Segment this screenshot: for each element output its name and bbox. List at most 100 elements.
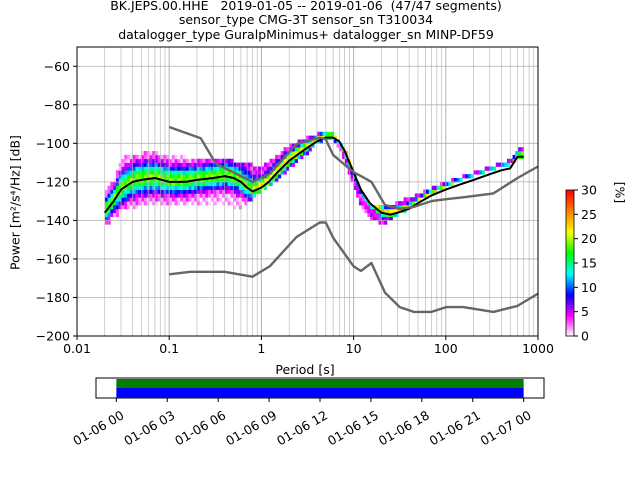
heatmap-cell bbox=[375, 208, 379, 214]
colorbar-segment bbox=[566, 282, 574, 286]
heatmap-cell bbox=[244, 193, 248, 198]
heatmap-cell bbox=[110, 181, 114, 187]
heatmap-cell bbox=[370, 208, 374, 214]
heatmap-cell bbox=[356, 189, 360, 194]
heatmap-cell bbox=[227, 158, 231, 163]
heatmap-cell bbox=[305, 135, 310, 140]
heatmap-cell bbox=[129, 154, 134, 160]
heatmap-cell bbox=[258, 166, 262, 171]
heatmap-cell bbox=[358, 201, 363, 206]
heatmap-cell bbox=[216, 197, 220, 202]
heatmap-cell bbox=[171, 201, 175, 206]
heatmap-cell bbox=[168, 185, 173, 190]
heatmap-cell bbox=[146, 185, 150, 190]
heatmap-cell bbox=[258, 174, 262, 179]
heatmap-cell bbox=[138, 174, 142, 179]
heatmap-cell bbox=[367, 204, 371, 210]
heatmap-cell bbox=[129, 189, 134, 194]
heatmap-cell bbox=[400, 201, 405, 206]
heatmap-cell bbox=[135, 158, 139, 163]
y-axis-label: Power [m²/s⁴/Hz] [dB] bbox=[7, 135, 23, 270]
heatmap-cell bbox=[277, 174, 282, 179]
heatmap-cell bbox=[222, 185, 226, 190]
heatmap-cell bbox=[168, 189, 173, 194]
heatmap-cell bbox=[180, 197, 184, 202]
heatmap-cell bbox=[249, 185, 254, 190]
heatmap-cell bbox=[202, 189, 206, 194]
y-tick-label: −120 bbox=[36, 174, 70, 189]
heatmap-cell bbox=[233, 197, 237, 202]
heatmap-cell bbox=[141, 151, 145, 156]
heatmap-cell bbox=[224, 170, 229, 175]
heatmap-cell bbox=[180, 189, 184, 194]
heatmap-cell bbox=[291, 143, 296, 148]
heatmap-cell bbox=[291, 162, 296, 167]
heatmap-cell bbox=[196, 162, 201, 167]
colorbar-segment bbox=[566, 301, 574, 305]
heatmap-cell bbox=[132, 174, 136, 179]
heatmap-cell bbox=[124, 174, 128, 179]
heatmap-cell bbox=[138, 162, 142, 167]
heatmap-cell bbox=[263, 162, 268, 167]
heatmap-cell bbox=[157, 185, 162, 190]
heatmap-cell bbox=[230, 185, 234, 190]
heatmap-cell bbox=[208, 170, 212, 175]
heatmap-cell bbox=[241, 193, 245, 198]
heatmap-cell bbox=[224, 185, 229, 190]
heatmap-cell bbox=[210, 158, 215, 163]
heatmap-cell bbox=[115, 189, 120, 194]
heatmap-cell bbox=[138, 185, 142, 190]
heatmap-cell bbox=[224, 189, 229, 194]
heatmap-cell bbox=[196, 158, 201, 163]
heatmap-cell bbox=[308, 147, 312, 152]
heatmap-cell bbox=[129, 178, 134, 183]
heatmap-cell bbox=[205, 181, 209, 187]
heatmap-cell bbox=[222, 197, 226, 202]
heatmap-cell bbox=[146, 174, 150, 179]
heatmap-cell bbox=[152, 193, 156, 198]
heatmap-cell bbox=[219, 185, 223, 190]
heatmap-cell bbox=[403, 197, 407, 202]
heatmap-cell bbox=[222, 181, 226, 187]
colorbar-segment bbox=[566, 292, 574, 296]
heatmap-cell bbox=[121, 193, 125, 198]
heatmap-cell bbox=[289, 154, 293, 160]
heatmap-cell bbox=[118, 204, 122, 210]
heatmap-cell bbox=[381, 204, 385, 210]
heatmap-cell bbox=[143, 185, 148, 190]
heatmap-cell bbox=[308, 135, 312, 140]
heatmap-cell bbox=[115, 178, 120, 183]
heatmap-cell bbox=[194, 181, 198, 187]
heatmap-cell bbox=[129, 162, 134, 167]
heatmap-cell bbox=[252, 181, 256, 187]
heatmap-cell bbox=[205, 197, 209, 202]
heatmap-cell bbox=[328, 131, 332, 137]
heatmap-cell bbox=[171, 166, 175, 171]
heatmap-cell bbox=[375, 216, 379, 221]
heatmap-cell bbox=[171, 178, 175, 183]
heatmap-cell bbox=[252, 166, 256, 171]
heatmap-cell bbox=[258, 181, 262, 187]
coverage-bar-top bbox=[116, 379, 524, 388]
heatmap-cell bbox=[308, 139, 312, 144]
colorbar-segment bbox=[566, 224, 574, 227]
heatmap-cell bbox=[185, 174, 189, 179]
heatmap-cell bbox=[386, 208, 391, 214]
heatmap-cell bbox=[277, 158, 282, 163]
heatmap-cell bbox=[481, 170, 486, 175]
heatmap-cell bbox=[484, 166, 488, 171]
heatmap-cell bbox=[230, 178, 234, 183]
heatmap-cell bbox=[152, 181, 156, 187]
heatmap-cell bbox=[135, 162, 139, 167]
time-tick-label: 01-06 03 bbox=[121, 407, 177, 448]
heatmap-cell bbox=[194, 162, 198, 167]
colorbar-label: [%] bbox=[612, 181, 628, 204]
heatmap-cell bbox=[171, 154, 175, 160]
heatmap-cell bbox=[199, 185, 203, 190]
heatmap-cell bbox=[233, 201, 237, 206]
heatmap-cell bbox=[191, 174, 195, 179]
heatmap-cell bbox=[233, 178, 237, 183]
heatmap-cell bbox=[129, 181, 134, 187]
heatmap-cell bbox=[166, 158, 170, 163]
colorbar-segment bbox=[566, 304, 574, 308]
